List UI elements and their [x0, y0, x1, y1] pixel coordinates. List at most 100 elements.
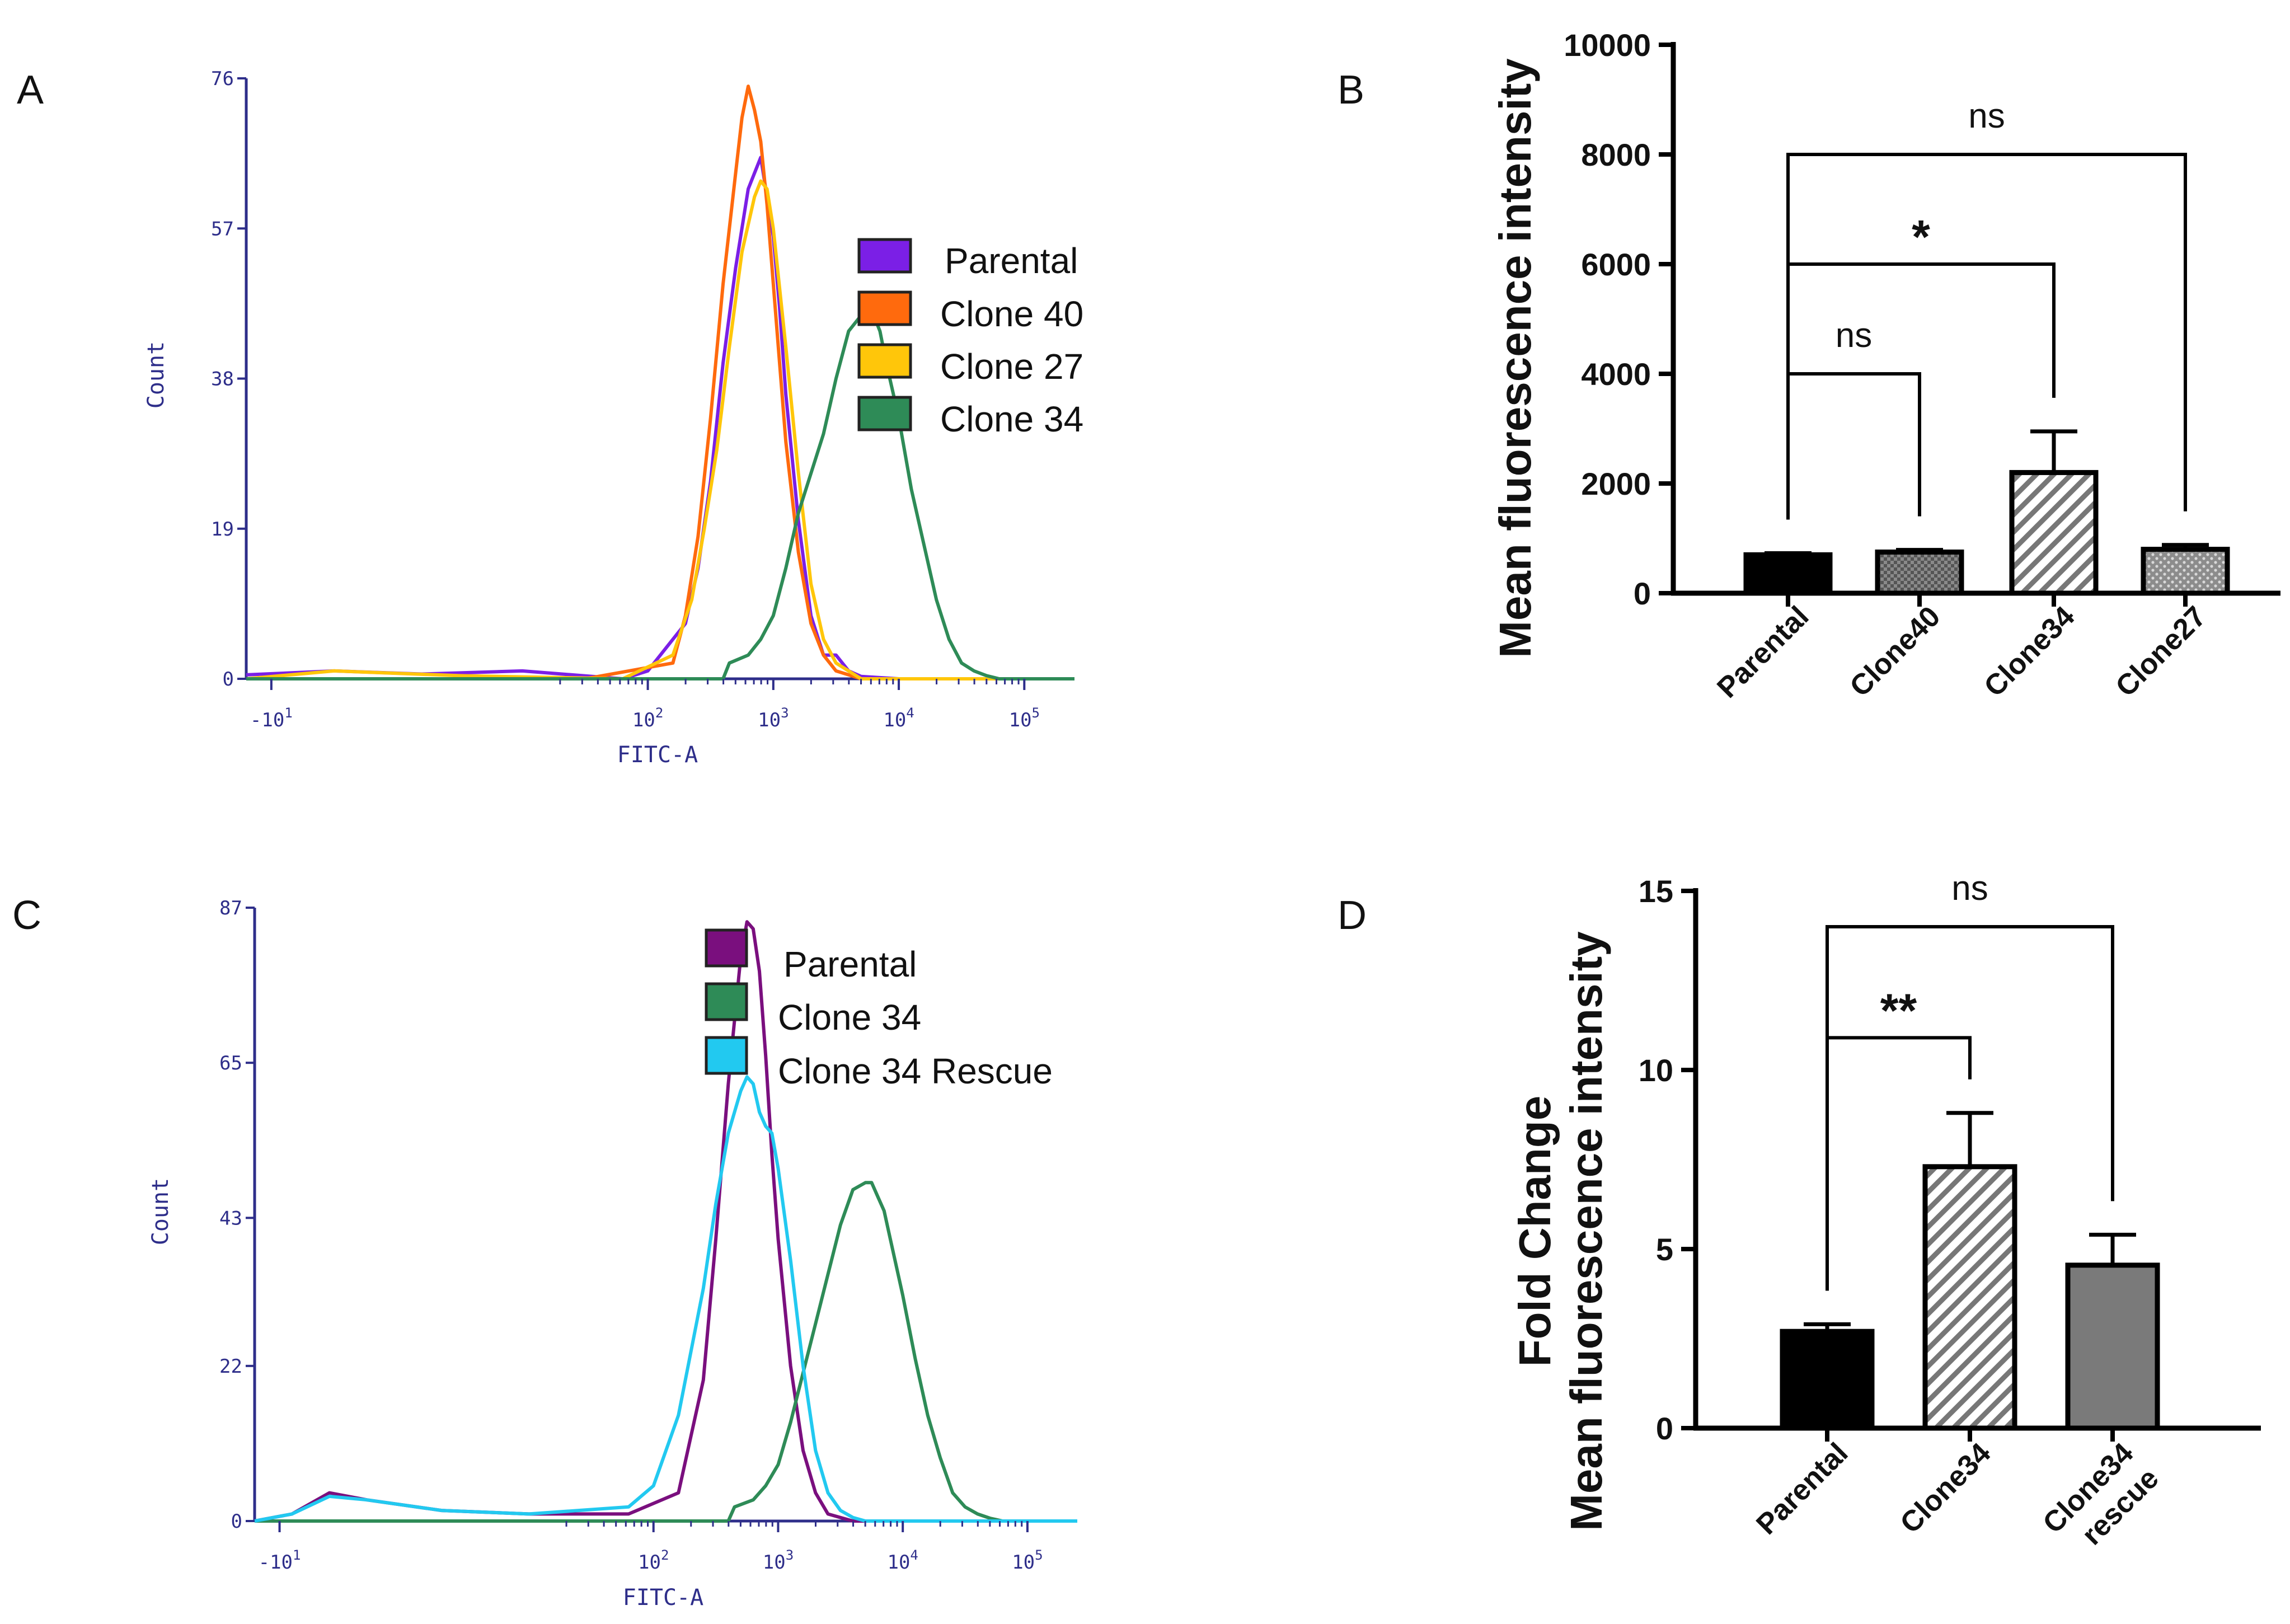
y-tick-label: 38 [211, 368, 234, 391]
histogram-curve-parental [254, 920, 1077, 1523]
x-tick-label: Clone40 [1843, 600, 1946, 703]
x-tick-label: 104 [883, 705, 914, 731]
x-tick-label: 104 [887, 1547, 918, 1574]
significance-label: * [1912, 210, 1930, 263]
legend-a-label-parental: Parental [945, 241, 1078, 281]
x-tick-label-group: Parental [1711, 600, 1815, 704]
x-tick-label: Parental [1750, 1437, 1854, 1541]
y-tick-label: 10000 [1564, 27, 1651, 63]
x-tick-label: -101 [259, 1547, 301, 1574]
legend-a-label-clone40: Clone 40 [940, 294, 1083, 334]
histogram-c-axes [253, 908, 1077, 1523]
bar-chart-b-significance: ns * ns [1786, 97, 2187, 520]
x-tick-label: Clone34 [1894, 1437, 1997, 1539]
histogram-a-ticks: 0 19 38 57 76 -101 102 103 104 105 [211, 68, 1040, 731]
legend-c-swatch-rescue [705, 1036, 748, 1075]
legend-c-swatch-parental [705, 928, 748, 968]
histogram-a-x-title: FITC-A [617, 742, 698, 768]
bar-clone34 [2065, 1262, 2160, 1431]
legend-a-swatch-clone34 [857, 396, 912, 431]
histogram-panel-c: 0 22 43 65 87 -101 102 103 104 105 FITC-A Count P… [148, 897, 1077, 1611]
y-tick-label: 8000 [1581, 137, 1651, 172]
y-tick-label: 22 [219, 1355, 242, 1378]
legend-a-label-clone34: Clone 34 [940, 399, 1083, 439]
x-tick-label: 102 [638, 1547, 669, 1574]
histogram-a-y-title: Count [143, 341, 169, 409]
legend-a-swatch-parental [857, 238, 912, 274]
panel-label-b: B [1338, 68, 1364, 112]
panel-label-a: A [17, 68, 44, 112]
y-tick-label: 19 [211, 518, 234, 541]
x-tick-label: 103 [758, 705, 789, 731]
legend-c-label-parental: Parental [783, 944, 917, 984]
legend-a-swatch-clone40 [857, 290, 912, 326]
x-tick-label-group: Clone27 [2109, 600, 2212, 703]
histogram-curve-clone-40 [246, 85, 1074, 680]
x-tick-label: 105 [1012, 1547, 1043, 1574]
legend-c-label-rescue: Clone 34 Rescue [778, 1051, 1053, 1091]
bar-chart-b-axes: 0 2000 4000 6000 8000 10000 Parental Clone40 Clo… [1564, 27, 2280, 705]
significance-label: ns [1968, 97, 2005, 135]
bar-clone40 [1875, 550, 1964, 596]
bar-chart-panel-b: 0 2000 4000 6000 8000 10000 Parental Clone40 Clo… [1490, 27, 2280, 705]
legend-c: Parental Clone 34 Clone 34 Rescue [705, 928, 1053, 1091]
y-tick-label: 43 [219, 1207, 242, 1229]
y-tick-label: 87 [219, 897, 242, 919]
histogram-c-curves [254, 920, 1077, 1523]
y-tick-label: 57 [211, 218, 234, 240]
significance-label: ns [1836, 316, 1872, 355]
x-tick-label: 103 [763, 1547, 794, 1574]
x-tick-label: Clone34 [1978, 600, 2081, 703]
y-tick-label: 10 [1639, 1053, 1673, 1088]
x-tick-label: 105 [1009, 705, 1040, 731]
x-tick-label: Clone27 [2109, 600, 2212, 703]
legend-a-label-clone27: Clone 27 [940, 346, 1083, 387]
y-tick-label: 15 [1639, 874, 1673, 909]
bar-chart-d-significance: ** ns [1826, 869, 2114, 1291]
legend-a: Parental Clone 40 Clone 27 Clone 34 [857, 238, 1083, 439]
significance-bracket [1786, 153, 2187, 520]
significance-bracket [1826, 925, 2114, 1291]
bar-parental [1780, 1329, 1875, 1431]
legend-a-swatch-clone27 [857, 343, 912, 379]
significance-bracket [1786, 372, 1921, 520]
panel-label-c: C [12, 893, 41, 938]
histogram-c-y-title: Count [148, 1178, 173, 1245]
y-tick-label: 2000 [1581, 466, 1651, 501]
y-tick-label: 0 [223, 668, 234, 691]
legend-c-label-clone34: Clone 34 [778, 997, 921, 1038]
x-tick-label-group: Clone34 [1978, 600, 2081, 703]
bar-chart-b-bars [1743, 429, 2230, 596]
y-tick-label: 6000 [1581, 247, 1651, 282]
histogram-c-ticks: 0 22 43 65 87 -101 102 103 104 105 [219, 897, 1043, 1574]
x-tick-label: Parental [1711, 600, 1815, 704]
x-tick-label-group: Clone34 [1894, 1437, 1997, 1539]
y-tick-label: 76 [211, 68, 234, 90]
y-tick-label: 0 [1656, 1411, 1673, 1446]
bar-chart-d-y-title-line2: Mean fluorescence intensity [1561, 931, 1611, 1531]
x-tick-label: 102 [632, 705, 663, 731]
legend-c-swatch-clone34 [705, 982, 748, 1021]
x-tick-label-group: Parental [1750, 1437, 1854, 1541]
histogram-c-x-title: FITC-A [623, 1585, 704, 1611]
y-tick-label: 5 [1656, 1232, 1673, 1267]
histogram-curve-clone-34 [255, 1181, 1077, 1523]
bar-chart-d-y-title-line1: Fold Change [1510, 1096, 1560, 1367]
histogram-panel-a: 0 19 38 57 76 -101 102 103 104 105 FITC-A Count P… [143, 68, 1083, 768]
x-tick-label: -101 [250, 705, 293, 731]
y-tick-label: 0 [1634, 576, 1651, 611]
bar-chart-d-bars [1780, 1111, 2160, 1431]
bar-chart-b-y-title: Mean fluorescence intensity [1490, 58, 1540, 658]
y-tick-label: 4000 [1581, 356, 1651, 392]
histogram-curve-clone-27 [246, 179, 1074, 680]
x-tick-label-group: Clone40 [1843, 600, 1946, 703]
significance-label: ns [1951, 869, 1988, 908]
bar-clone34 [1922, 1164, 2017, 1431]
bar-clone34 [2009, 470, 2099, 596]
histogram-curve-clone-34-rescue [254, 1075, 1077, 1523]
y-tick-label: 0 [231, 1510, 242, 1533]
panel-label-d: D [1338, 893, 1367, 938]
